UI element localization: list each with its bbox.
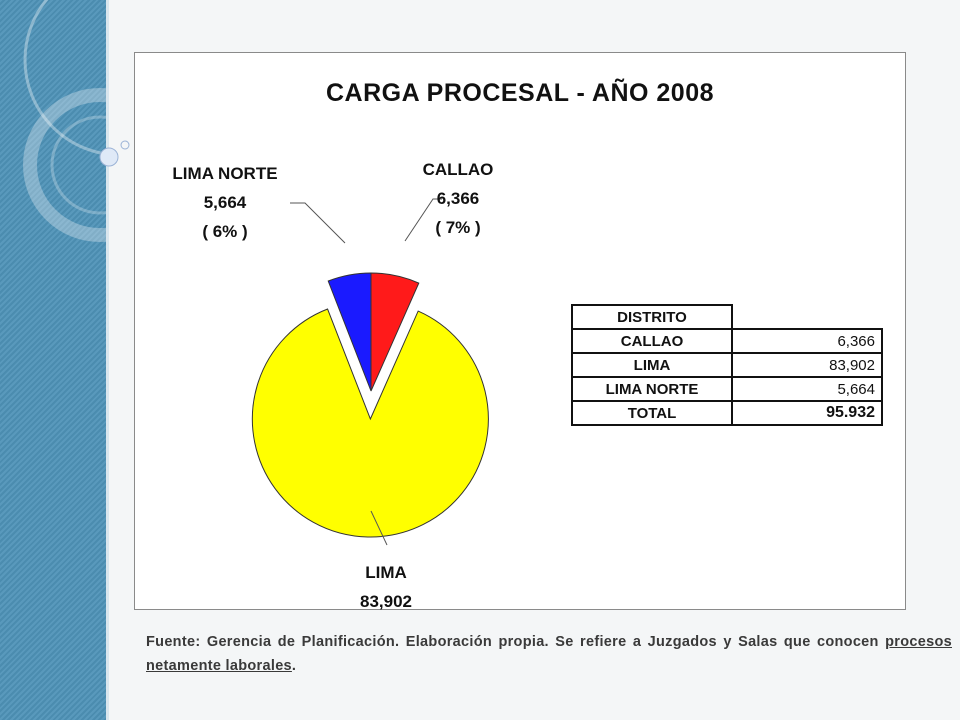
table-row: LIMA NORTE 5,664 <box>571 376 883 402</box>
label-callao-pct: ( 7% ) <box>435 218 481 237</box>
pie-slice-lima <box>251 308 489 538</box>
leader-line-lima <box>370 510 388 546</box>
district-table: DISTRITO CALLAO 6,366 LIMA 83,902 LIMA N… <box>571 304 883 426</box>
label-lima-name: LIMA <box>365 563 407 582</box>
table-cell-value: 6,366 <box>731 328 883 354</box>
table-row-total: TOTAL 95.932 <box>571 400 883 426</box>
table-header: DISTRITO <box>571 304 733 330</box>
table-row: CALLAO 6,366 <box>571 328 883 354</box>
footnote-underlined: procesos netamente laborales <box>146 634 952 674</box>
pie-chart <box>251 198 489 546</box>
table-cell-name: LIMA NORTE <box>571 376 733 402</box>
label-lima-norte-value: 5,664 <box>203 193 247 212</box>
label-lima-value: 83,902 <box>360 592 412 611</box>
label-callao-value: 6,366 <box>436 189 480 208</box>
pie-slice-lima-norte <box>327 272 372 392</box>
table-cell-name: LIMA <box>571 352 733 378</box>
sidebar-edge <box>106 0 109 720</box>
table-cell-value: 5,664 <box>731 376 883 402</box>
source-footnote: Fuente: Gerencia de Planificación. Elabo… <box>146 630 952 678</box>
table-cell-total-value: 95.932 <box>731 400 883 426</box>
decorative-sidebar <box>0 0 106 720</box>
table-row: LIMA 83,902 <box>571 352 883 378</box>
table-cell-value: 83,902 <box>731 352 883 378</box>
leader-line-lima-norte <box>290 202 346 244</box>
label-callao: CALLAO 6,366 ( 7% ) <box>403 155 513 242</box>
label-lima-norte-pct: ( 6% ) <box>202 222 248 241</box>
decorative-rings <box>23 0 106 242</box>
leader-line-callao <box>404 198 442 242</box>
footnote-end: . <box>291 658 297 674</box>
table-header-blank <box>732 305 882 329</box>
label-lima-norte: LIMA NORTE 5,664 ( 6% ) <box>145 159 305 246</box>
chart-area: CARGA PROCESAL - AÑO 2008 LIMA NORTE 5,6… <box>134 52 906 611</box>
table-cell-name: TOTAL <box>571 400 733 426</box>
decorative-dots <box>99 140 130 167</box>
label-lima: LIMA 83,902 <box>331 558 441 616</box>
table-header-row: DISTRITO <box>571 304 882 330</box>
label-callao-name: CALLAO <box>422 160 494 179</box>
table-cell-name: CALLAO <box>571 328 733 354</box>
label-lima-norte-name: LIMA NORTE <box>172 164 278 183</box>
chart-title: CARGA PROCESAL - AÑO 2008 <box>325 79 715 107</box>
footnote-text: Fuente: Gerencia de Planificación. Elabo… <box>146 634 886 650</box>
